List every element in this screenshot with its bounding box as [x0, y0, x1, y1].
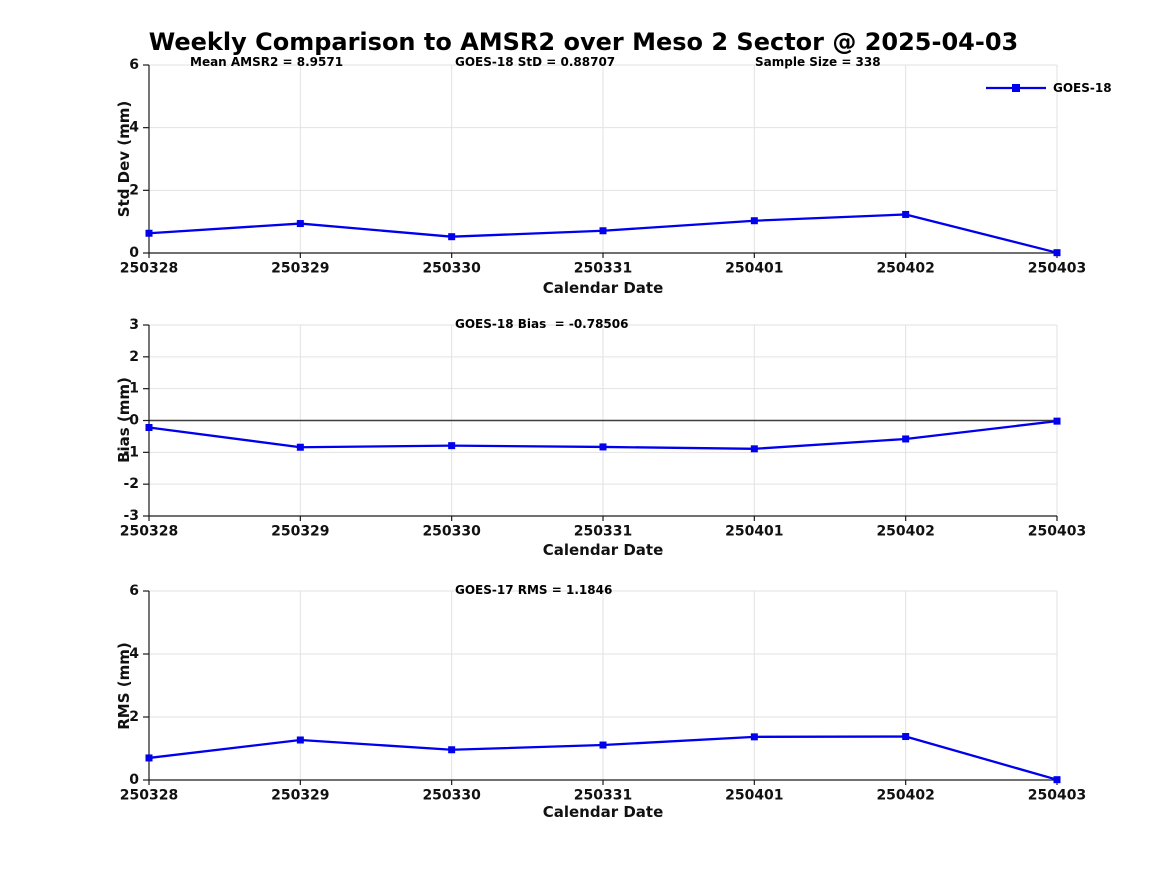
- y-tick-label: -3: [123, 508, 139, 524]
- data-marker: [296, 220, 304, 228]
- y-tick-label: -2: [123, 476, 139, 492]
- y-tick-label: 0: [129, 245, 139, 261]
- ylabel-rms: RMS (mm): [115, 642, 133, 730]
- x-tick-label: 250328: [120, 788, 178, 804]
- legend: GOES-18: [985, 81, 1112, 95]
- y-tick-label: 2: [129, 182, 139, 198]
- xlabel-stddev: Calendar Date: [542, 279, 664, 297]
- data-marker: [599, 443, 607, 451]
- y-tick-label: 6: [129, 583, 139, 599]
- y-tick-label: 3: [129, 317, 139, 333]
- xlabel-bias: Calendar Date: [542, 541, 664, 559]
- y-tick-label: 6: [129, 57, 139, 73]
- y-tick-label: 4: [129, 120, 139, 136]
- data-marker: [750, 733, 758, 741]
- x-tick-label: 250402: [876, 261, 934, 277]
- x-tick-label: 250329: [271, 261, 329, 277]
- y-tick-label: 0: [129, 413, 139, 429]
- data-marker: [145, 424, 153, 432]
- data-marker: [145, 229, 153, 237]
- xlabel-rms: Calendar Date: [542, 803, 664, 821]
- page-title: Weekly Comparison to AMSR2 over Meso 2 S…: [148, 28, 1019, 56]
- x-tick-label: 250403: [1028, 524, 1086, 540]
- x-tick-label: 250401: [725, 524, 783, 540]
- data-marker: [448, 442, 456, 450]
- data-marker: [599, 227, 607, 235]
- x-tick-label: 250329: [271, 524, 329, 540]
- annotation-mean-amsr2: Mean AMSR2 = 8.9571: [190, 55, 344, 69]
- x-tick-label: 250403: [1028, 788, 1086, 804]
- data-marker: [145, 754, 153, 762]
- x-tick-label: 250330: [422, 524, 481, 540]
- x-tick-label: 250331: [574, 788, 632, 804]
- x-tick-label: 250331: [574, 261, 632, 277]
- data-marker: [902, 733, 910, 741]
- data-marker: [296, 443, 304, 451]
- data-marker: [448, 746, 456, 754]
- x-tick-label: 250330: [422, 261, 481, 277]
- annotation-goes18-bias: GOES-18 Bias = -0.78506: [455, 317, 629, 331]
- data-marker: [1053, 249, 1061, 257]
- data-marker: [599, 741, 607, 749]
- x-tick-label: 250329: [271, 788, 329, 804]
- x-tick-label: 250401: [725, 788, 783, 804]
- annotation-sample-size: Sample Size = 338: [755, 55, 881, 69]
- data-marker: [448, 233, 456, 241]
- data-marker: [902, 435, 910, 443]
- x-tick-label: 250331: [574, 524, 632, 540]
- data-marker: [750, 217, 758, 225]
- x-tick-label: 250402: [876, 788, 934, 804]
- x-tick-label: 250403: [1028, 261, 1086, 277]
- legend-label: GOES-18: [1053, 81, 1112, 95]
- y-tick-label: 1: [129, 381, 139, 397]
- data-marker: [1053, 417, 1061, 425]
- data-marker: [296, 736, 304, 744]
- data-marker: [902, 210, 910, 218]
- x-tick-label: 250402: [876, 524, 934, 540]
- data-marker: [750, 445, 758, 453]
- x-tick-label: 250328: [120, 524, 178, 540]
- x-tick-label: 250328: [120, 261, 178, 277]
- y-tick-label: 0: [129, 772, 139, 788]
- y-tick-label: 4: [129, 646, 139, 662]
- y-tick-label: 2: [129, 709, 139, 725]
- y-tick-label: 2: [129, 349, 139, 365]
- ylabel-bias: Bias (mm): [115, 377, 133, 463]
- x-tick-label: 250330: [422, 788, 481, 804]
- annotation-goes18-std: GOES-18 StD = 0.88707: [455, 55, 616, 69]
- ylabel-std-dev: Std Dev (mm): [115, 100, 133, 218]
- x-tick-label: 250401: [725, 261, 783, 277]
- annotation-goes17-rms: GOES-17 RMS = 1.1846: [455, 583, 613, 597]
- data-marker: [1053, 776, 1061, 784]
- legend-line-icon: [986, 84, 1046, 92]
- y-tick-label: -1: [123, 444, 139, 460]
